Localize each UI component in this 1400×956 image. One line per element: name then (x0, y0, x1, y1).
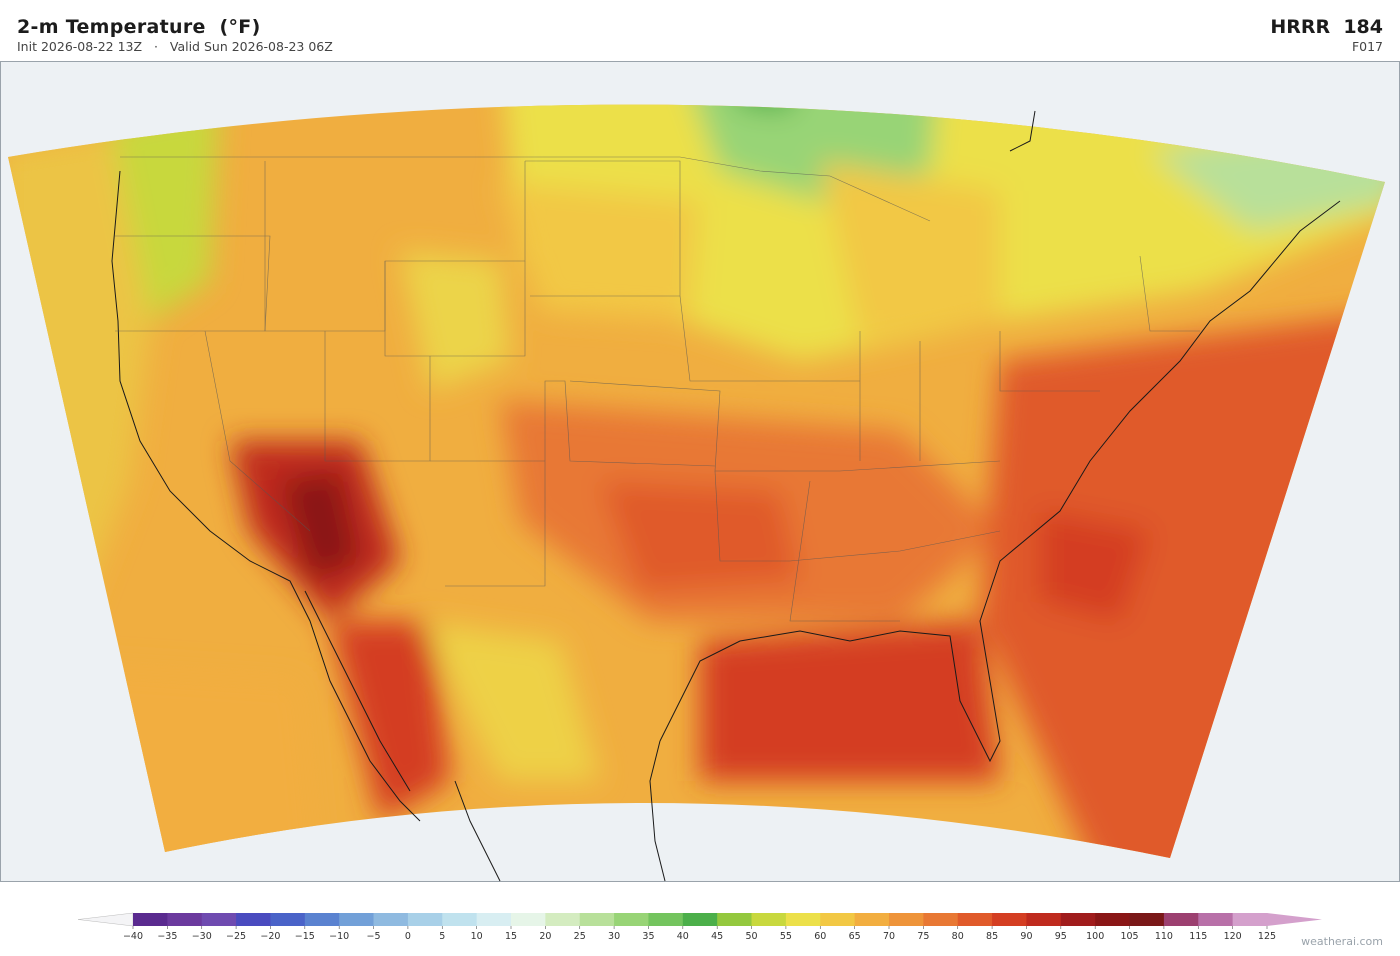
tick-label: 25 (574, 931, 586, 942)
color-bin (785, 913, 821, 926)
forecast-hour: F017 (1351, 39, 1383, 54)
tick-label: 110 (1155, 931, 1173, 942)
tick-label: 10 (471, 931, 483, 942)
tick-label: −35 (157, 931, 177, 942)
tick-label: 40 (677, 931, 689, 942)
tick-label: 100 (1086, 931, 1104, 942)
color-bin (270, 913, 306, 926)
tick-label: −30 (192, 931, 212, 942)
color-bin (992, 913, 1027, 926)
color-bin (579, 913, 615, 926)
color-bin (820, 913, 856, 926)
color-bin (1198, 913, 1234, 926)
tick-label: 80 (952, 931, 964, 942)
tick-label: 125 (1258, 931, 1276, 942)
color-bin (373, 913, 409, 926)
tick-label: 95 (1055, 931, 1067, 942)
color-bin (1026, 913, 1062, 926)
tick-label: −10 (329, 931, 349, 942)
color-bin (1232, 913, 1268, 926)
tick-label: 0 (405, 931, 411, 942)
color-bin (1060, 913, 1096, 926)
color-bin (167, 913, 203, 926)
color-bin (1163, 913, 1199, 926)
color-bin (1095, 913, 1130, 926)
tick-label: 30 (608, 931, 620, 942)
tick-label: −20 (260, 931, 280, 942)
tick-label: 115 (1189, 931, 1207, 942)
tick-label: 90 (1020, 931, 1032, 942)
color-bin (339, 913, 374, 926)
color-bin (717, 913, 752, 926)
under-triangle (77, 912, 134, 927)
color-bin (923, 913, 959, 926)
color-bin (614, 913, 649, 926)
watermark: weatherai.com (1301, 935, 1383, 948)
color-bin (751, 913, 787, 926)
tick-label: 20 (539, 931, 551, 942)
color-bin (648, 913, 684, 926)
over-triangle (1267, 913, 1322, 926)
model-name: HRRR 184 (1270, 16, 1383, 38)
color-bin (545, 913, 581, 926)
color-bin (133, 913, 168, 926)
color-bin (442, 913, 478, 926)
tick-label: 55 (780, 931, 792, 942)
tick-label: 70 (883, 931, 895, 942)
tick-label: 75 (917, 931, 929, 942)
tick-label: 105 (1120, 931, 1138, 942)
tick-label: 45 (711, 931, 723, 942)
color-bin (511, 913, 546, 926)
tick-label: 65 (849, 931, 861, 942)
color-bin (407, 913, 443, 926)
map (0, 61, 1400, 882)
color-bin (889, 913, 924, 926)
color-bin (682, 913, 718, 926)
map-title: 2-m Temperature (°F) (17, 16, 261, 38)
tick-label: 60 (814, 931, 826, 942)
valid-time: Valid Sun 2026-08-23 06Z (169, 39, 333, 54)
tick-label: 120 (1224, 931, 1242, 942)
color-bin (236, 913, 271, 926)
color-bin (854, 913, 890, 926)
color-bin (1129, 913, 1165, 926)
color-bin (957, 913, 993, 926)
color-bin (476, 913, 512, 926)
color-bin (201, 913, 237, 926)
tick-label: 85 (986, 931, 998, 942)
tick-label: 5 (439, 931, 445, 942)
tick-label: 15 (505, 931, 517, 942)
state-borders (115, 156, 1200, 622)
init-time: Init 2026-08-22 13Z (17, 39, 143, 54)
tick-label: 50 (745, 931, 757, 942)
tick-label: −15 (295, 931, 315, 942)
tick-label: −25 (226, 931, 246, 942)
tick-label: 35 (642, 931, 654, 942)
coastlines (111, 110, 1341, 882)
color-bin (304, 913, 340, 926)
tick-label: −5 (367, 931, 381, 942)
tick-label: −40 (123, 931, 143, 942)
colorbar: −40 −35 −30 −25 −20 −15 −10 −5 0 5 10 15 20 25 30 35 40 4… (77, 912, 1322, 942)
run-info: Init 2026-08-22 13Z · Valid Sun 2026-08-… (17, 39, 333, 54)
temperature-field (8, 104, 1385, 858)
